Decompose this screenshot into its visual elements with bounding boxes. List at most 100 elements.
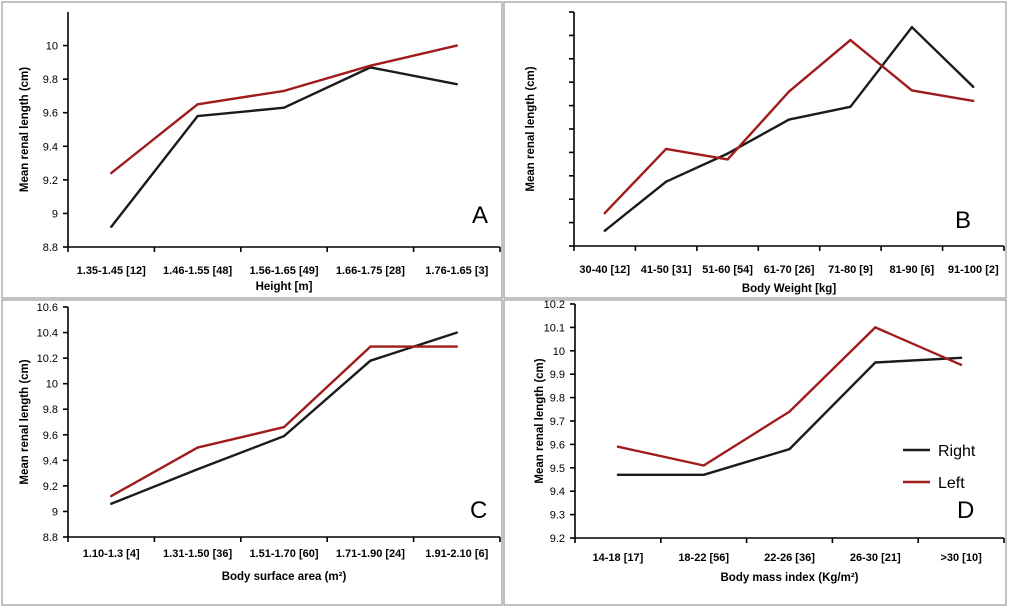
panel-b-point-right: [972, 85, 975, 89]
panel-a-point-left: [196, 103, 199, 106]
panel-a-point-right: [196, 114, 199, 118]
panel-a-point-right: [455, 82, 458, 86]
panel-b-letter: B: [955, 207, 971, 234]
panel-d-point-left: [616, 445, 620, 448]
panel-b-point-right: [726, 152, 729, 155]
panel-c-y-tick-label: 8.8: [43, 532, 58, 544]
panel-d-category-label: 18-22 [56]: [678, 552, 729, 564]
panel-b-category-label: 41-50 [31]: [641, 264, 692, 276]
panel-b-point-right: [664, 180, 668, 183]
panel-c-category-label: 1.31-1.50 [36]: [163, 548, 232, 560]
legend-right-label: Right: [938, 443, 976, 460]
panel-c-y-tick-label: 10.6: [37, 302, 58, 314]
panel-b-point-left: [664, 147, 668, 151]
panel-a-category-label: 1.46-1.55 [48]: [163, 265, 232, 277]
panel-c-point-left: [282, 425, 286, 429]
panel-c-y-tick-label: 9.2: [43, 481, 58, 493]
panel-d-point-right: [702, 473, 705, 477]
panel-b-point-right: [787, 118, 791, 121]
panel-a-point-left: [282, 89, 286, 93]
panel-d-category-label: 22-26 [36]: [764, 552, 815, 564]
panel-c-category-label: 1.71-1.90 [24]: [336, 548, 405, 560]
panel-c-point-right: [282, 434, 286, 438]
panel-c-category-label: 1.10-1.3 [4]: [83, 548, 140, 560]
panel-d-point-left: [702, 464, 705, 467]
panel-c-point-right: [196, 468, 199, 471]
panel-b-point-right: [603, 229, 606, 232]
panel-c-y-axis-label: Mean renal length (cm): [19, 359, 31, 484]
panel-c: 8.8 9 9.2 9.4 9.6 9.8 10 10.2 10.4 10.6 1.10-1.3 […: [19, 302, 501, 583]
panel-c-y-tick-label: 10: [46, 379, 58, 391]
panel-d-point-left: [959, 363, 963, 367]
panel-b-point-left: [910, 89, 914, 92]
panel-b-frame: [503, 1, 1007, 299]
panel-c-y-tick-label: 10.4: [37, 328, 58, 340]
panel-d-y-tick-label: 9.9: [550, 369, 565, 381]
panel-d-point-left: [788, 410, 791, 413]
panel-d-frame: [503, 299, 1007, 606]
panel-c-y-tick-label: 9.8: [43, 404, 58, 416]
panel-a-category-label: 1.35-1.45 [12]: [77, 265, 146, 277]
panel-b-point-right: [910, 26, 914, 29]
panel-a-frame: [1, 1, 503, 299]
panel-a-point-left: [455, 44, 458, 47]
panel-b-category-label: 51-60 [54]: [702, 264, 753, 276]
panel-a-point-left: [110, 171, 113, 175]
panel-c-point-left: [196, 446, 199, 449]
panel-a-category-label: 1.76-1.65 [3]: [425, 265, 488, 277]
panel-d-point-right: [788, 447, 791, 451]
panel-d-category-label: 14-18 [17]: [593, 552, 644, 564]
panel-d-y-tick-label: 10: [553, 346, 565, 358]
panel-d-y-tick-label: 9.2: [550, 533, 565, 545]
panel-a-y-axis-label: Mean renal length (cm): [19, 67, 31, 192]
panel-a: 8.8 9 9.2 9.4 9.6 9.8 10 1.35-1.45 [12] 1.46-1.5…: [19, 12, 501, 293]
panel-d-y-tick-label: 10.1: [544, 322, 565, 334]
panel-a-y-tick-label: 10: [46, 41, 58, 53]
legend: Right Left: [903, 443, 976, 492]
panel-b-category-label: 61-70 [26]: [764, 264, 815, 276]
panel-b-y-axis-label: Mean renal length (cm): [525, 66, 537, 191]
panel-b-category-label: 71-80 [9]: [828, 264, 873, 276]
panel-a-y-tick-label: 9: [52, 208, 58, 220]
panel-d-y-tick-label: 9.4: [550, 486, 565, 498]
panel-a-y-tick-label: 9.6: [43, 108, 58, 120]
panel-b: 30-40 [12] 41-50 [31] 51-60 [54] 61-70 [26]…: [525, 11, 1005, 295]
panel-c-category-label: 1.91-2.10 [6]: [425, 548, 488, 560]
panel-c-y-tick-label: 9: [52, 506, 58, 518]
panel-c-point-right: [455, 331, 458, 334]
panel-c-point-right: [110, 502, 113, 505]
panel-a-category-label: 1.56-1.65 [49]: [249, 265, 318, 277]
panel-d-x-axis-label: Body mass index (Kg/m²): [720, 572, 858, 584]
panel-d: 9.2 9.3 9.4 9.5 9.6 9.7 9.8 9.9 10 10.1 10.2 14-18 …: [534, 299, 1005, 584]
panel-a-letter: A: [472, 202, 488, 229]
panel-d-y-tick-label: 9.5: [550, 463, 565, 475]
panel-c-point-left: [110, 494, 113, 498]
panel-b-category-label: 91-100 [2]: [948, 264, 999, 276]
panel-c-point-right: [369, 359, 372, 362]
panel-a-y-tick-label: 9.4: [43, 141, 58, 153]
panel-a-point-right: [282, 106, 286, 109]
panel-b-point-left: [726, 158, 729, 161]
panel-d-y-tick-label: 9.3: [550, 510, 565, 522]
panel-b-category-label: 30-40 [12]: [579, 264, 630, 276]
panel-b-category-label: 81-90 [6]: [890, 264, 935, 276]
panel-a-x-axis-label: Height [m]: [256, 281, 313, 293]
panel-c-letter: C: [470, 497, 487, 524]
panel-d-point-right: [959, 356, 963, 360]
panel-a-y-tick-label: 9.2: [43, 175, 58, 187]
panel-d-category-label: >30 [10]: [940, 552, 982, 564]
panel-a-point-right: [110, 225, 113, 229]
panel-d-point-right: [616, 473, 620, 477]
panel-c-y-tick-label: 10.2: [37, 353, 58, 365]
panel-d-y-tick-label: 9.6: [550, 439, 565, 451]
panel-d-y-tick-label: 10.2: [544, 299, 565, 311]
panel-b-point-left: [849, 38, 852, 42]
panel-b-point-right: [849, 105, 852, 108]
panel-a-y-tick-label: 8.8: [43, 242, 58, 254]
panel-d-y-tick-label: 9.8: [550, 393, 565, 405]
panel-b-point-left: [603, 212, 606, 215]
panel-b-point-left: [787, 90, 791, 93]
panel-a-category-label: 1.66-1.75 [28]: [336, 265, 405, 277]
panel-c-x-axis-label: Body surface area (m²): [222, 571, 347, 583]
